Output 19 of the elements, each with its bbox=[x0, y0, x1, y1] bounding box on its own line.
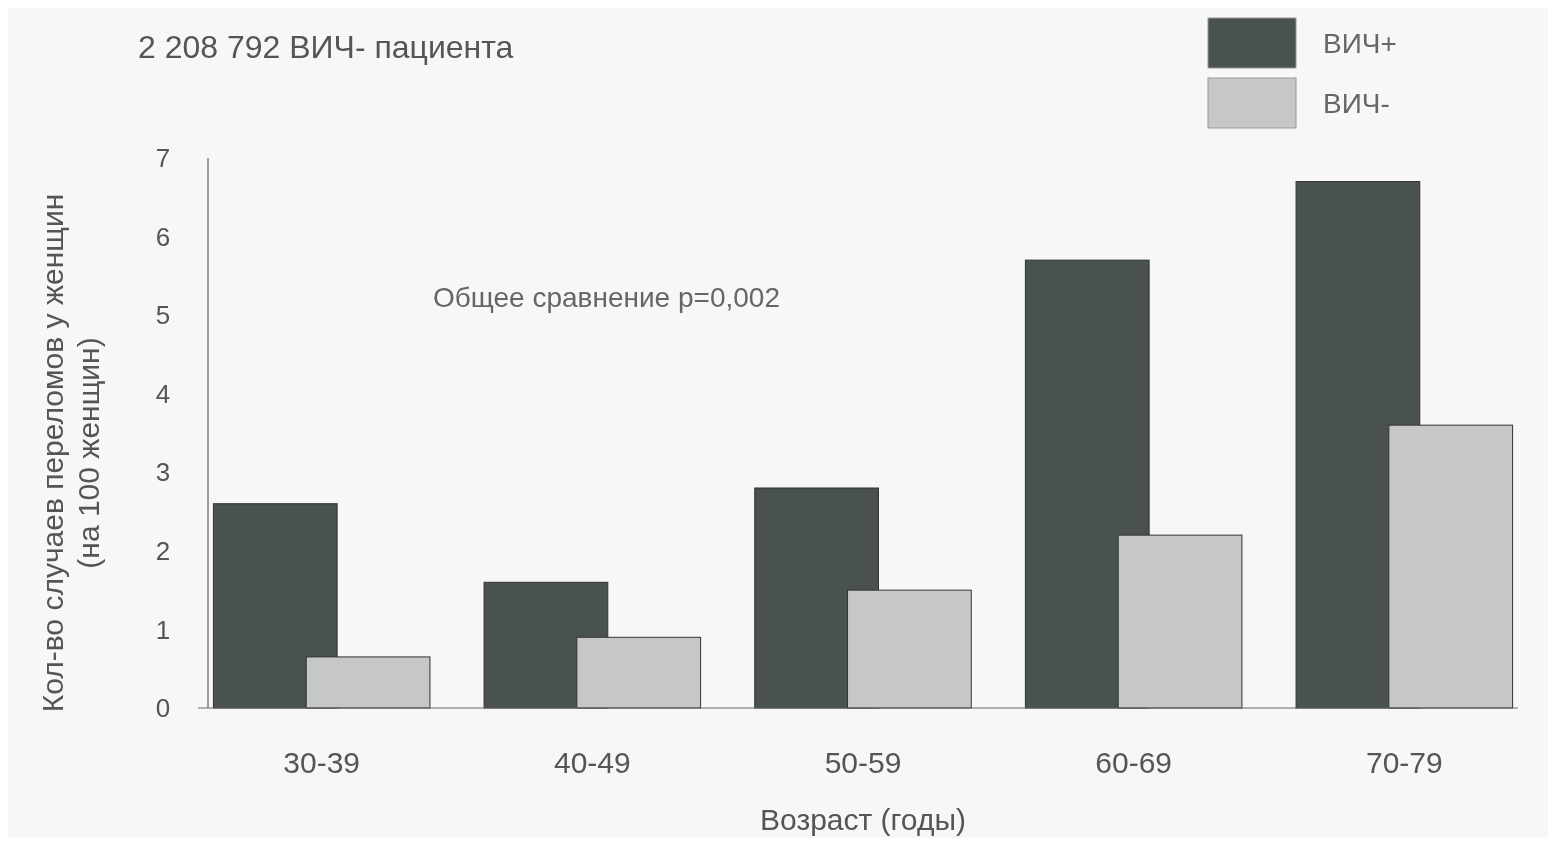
y-tick-label: 3 bbox=[155, 457, 171, 488]
chart-subtitle: 2 208 792 ВИЧ- пациента bbox=[138, 29, 514, 65]
legend-label: ВИЧ- bbox=[1323, 87, 1390, 119]
y-tick-label: 5 bbox=[155, 300, 171, 331]
x-tick-label: 30-39 bbox=[283, 746, 361, 779]
y-tick-label: 0 bbox=[155, 693, 171, 724]
x-tick-label: 70-79 bbox=[1365, 746, 1443, 779]
x-tick-label: 50-59 bbox=[824, 746, 902, 779]
annotation: Общее сравнение p=0,002 bbox=[433, 282, 780, 314]
x-tick-label: 40-49 bbox=[553, 746, 631, 779]
legend-label: ВИЧ+ bbox=[1323, 27, 1397, 59]
x-tick-label: 60-69 bbox=[1095, 746, 1173, 779]
y-tick-label: 7 bbox=[155, 143, 171, 174]
y-tick-label: 1 bbox=[155, 614, 171, 645]
y-tick-label: 2 bbox=[155, 535, 171, 566]
y-tick-label: 6 bbox=[155, 221, 171, 252]
y-tick-label: 4 bbox=[155, 378, 171, 409]
y-axis-title: Кол-во случаев переломов у женщин (на 100 женщин) bbox=[36, 193, 105, 713]
x-axis-title: Возраст (годы) bbox=[760, 803, 966, 836]
